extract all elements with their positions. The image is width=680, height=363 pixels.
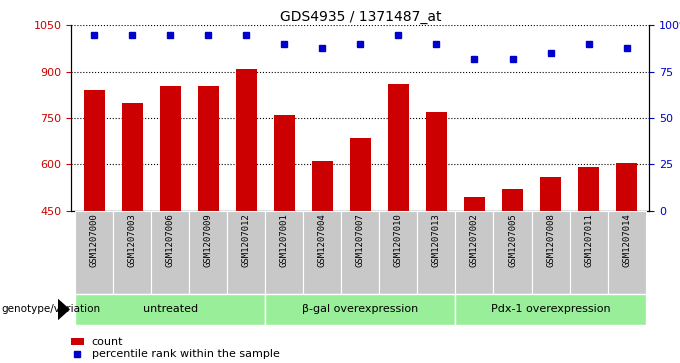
Bar bbox=[84, 90, 105, 211]
Text: GSM1207010: GSM1207010 bbox=[394, 213, 403, 267]
Text: GSM1207009: GSM1207009 bbox=[204, 213, 213, 267]
Bar bbox=[607, 211, 645, 294]
Bar bbox=[570, 211, 607, 294]
Bar bbox=[379, 211, 418, 294]
Bar bbox=[189, 211, 227, 294]
Text: percentile rank within the sample: percentile rank within the sample bbox=[92, 349, 279, 359]
Text: GSM1207001: GSM1207001 bbox=[280, 213, 289, 267]
Bar bbox=[274, 115, 295, 211]
Bar bbox=[71, 338, 84, 345]
Text: GSM1207014: GSM1207014 bbox=[622, 213, 631, 267]
Bar bbox=[227, 211, 265, 294]
Bar bbox=[540, 176, 561, 211]
Bar bbox=[341, 211, 379, 294]
Bar bbox=[456, 294, 645, 325]
Bar bbox=[122, 102, 143, 211]
Text: GSM1207007: GSM1207007 bbox=[356, 213, 365, 267]
Bar bbox=[616, 163, 637, 211]
Bar bbox=[578, 167, 599, 211]
Bar bbox=[312, 161, 333, 211]
Text: GSM1207000: GSM1207000 bbox=[90, 213, 99, 267]
Bar bbox=[388, 84, 409, 211]
Text: GSM1207005: GSM1207005 bbox=[508, 213, 517, 267]
Bar bbox=[265, 211, 303, 294]
Bar bbox=[350, 138, 371, 211]
Bar bbox=[532, 211, 570, 294]
Bar bbox=[502, 189, 523, 211]
Bar bbox=[464, 197, 485, 211]
Text: GSM1207013: GSM1207013 bbox=[432, 213, 441, 267]
Text: Pdx-1 overexpression: Pdx-1 overexpression bbox=[491, 305, 611, 314]
Title: GDS4935 / 1371487_at: GDS4935 / 1371487_at bbox=[279, 11, 441, 24]
Bar bbox=[418, 211, 456, 294]
Text: untreated: untreated bbox=[143, 305, 198, 314]
Bar bbox=[151, 211, 189, 294]
Text: GSM1207011: GSM1207011 bbox=[584, 213, 593, 267]
Bar bbox=[456, 211, 494, 294]
Text: GSM1207006: GSM1207006 bbox=[166, 213, 175, 267]
Bar bbox=[75, 294, 265, 325]
Text: GSM1207002: GSM1207002 bbox=[470, 213, 479, 267]
Text: GSM1207008: GSM1207008 bbox=[546, 213, 555, 267]
Bar bbox=[265, 294, 456, 325]
Text: GSM1207012: GSM1207012 bbox=[242, 213, 251, 267]
Text: β-gal overexpression: β-gal overexpression bbox=[303, 305, 418, 314]
Polygon shape bbox=[58, 298, 70, 320]
Bar bbox=[303, 211, 341, 294]
Bar bbox=[160, 86, 181, 211]
Text: GSM1207004: GSM1207004 bbox=[318, 213, 327, 267]
Text: genotype/variation: genotype/variation bbox=[1, 305, 101, 314]
Text: count: count bbox=[92, 337, 123, 347]
Bar bbox=[426, 112, 447, 211]
Bar bbox=[198, 86, 219, 211]
Bar bbox=[114, 211, 151, 294]
Text: GSM1207003: GSM1207003 bbox=[128, 213, 137, 267]
Bar bbox=[494, 211, 532, 294]
Bar bbox=[75, 211, 114, 294]
Bar bbox=[236, 69, 257, 211]
